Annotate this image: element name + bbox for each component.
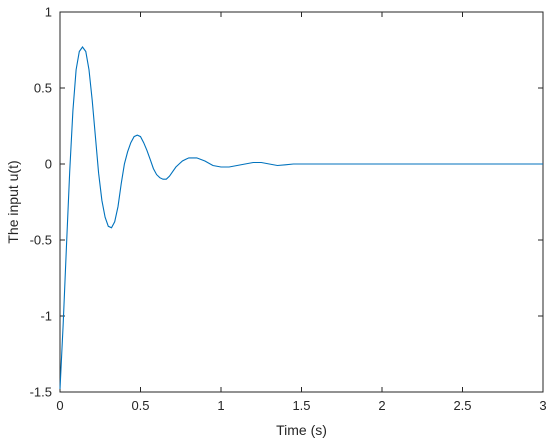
x-tick-label: 1 (217, 398, 224, 413)
x-axis-label: Time (s) (276, 422, 327, 438)
y-tick-label: 0.5 (34, 81, 52, 96)
series-line (59, 46, 543, 390)
y-tick-label: -0.5 (30, 233, 52, 248)
y-tick-label: -1.5 (30, 385, 52, 400)
x-tick-label: 2 (378, 398, 385, 413)
x-tick-label: 0.5 (131, 398, 149, 413)
x-tick-label: 0 (56, 398, 63, 413)
x-tick-label: 3 (539, 398, 546, 413)
y-tick-label: -1 (40, 309, 52, 324)
y-tick-labels: -1.5 -1 -0.5 0 0.5 1 (30, 5, 52, 400)
plot-area (59, 11, 544, 393)
x-tick-label: 1.5 (292, 398, 310, 413)
x-tick-labels: 0 0.5 1 1.5 2 2.5 3 (56, 398, 546, 413)
y-tick-label: 0 (45, 157, 52, 172)
y-axis-label: The input u(t) (5, 160, 21, 243)
y-tick-label: 1 (45, 5, 52, 20)
x-tick-label: 2.5 (453, 398, 471, 413)
